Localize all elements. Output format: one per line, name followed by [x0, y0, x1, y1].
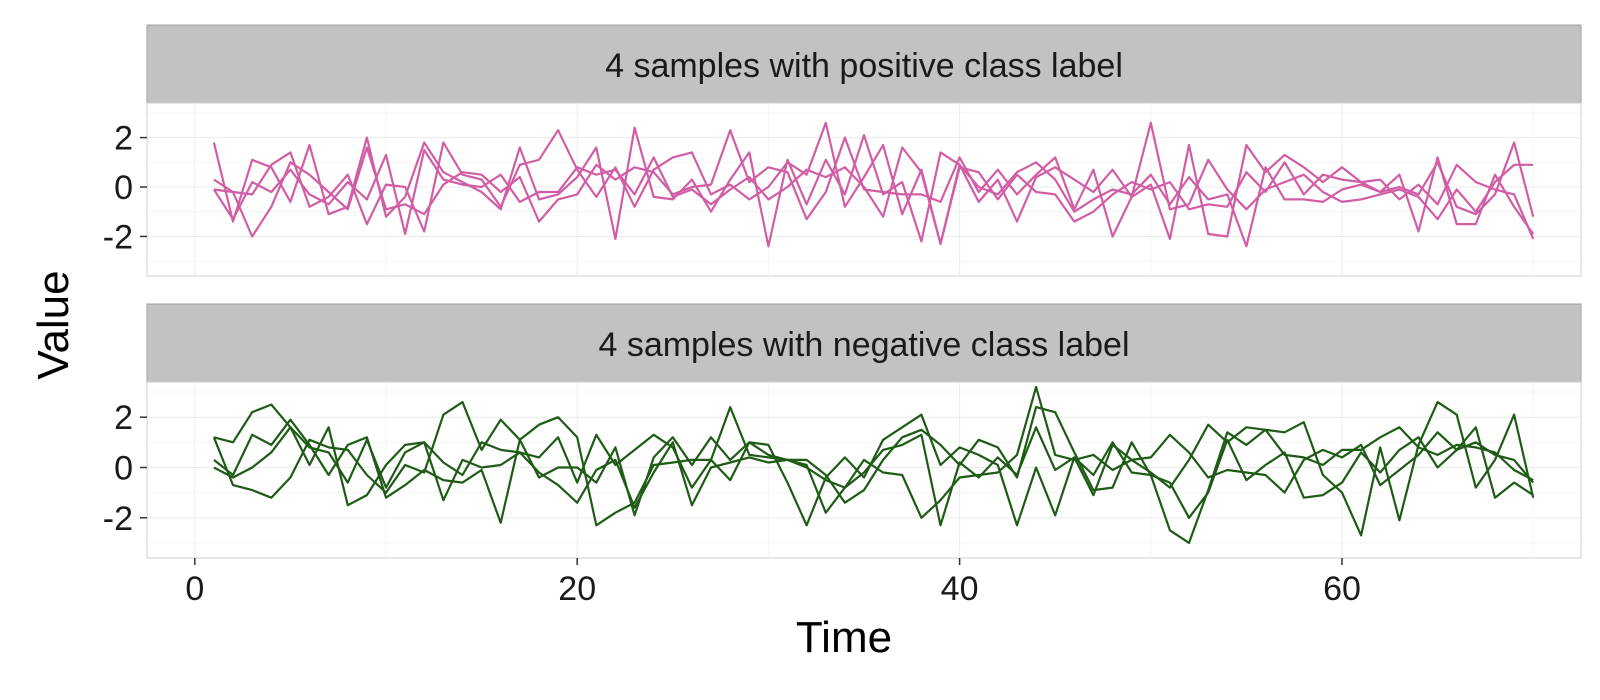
y-tick-label: 0 — [114, 449, 133, 487]
x-tick-label: 20 — [558, 570, 596, 608]
x-axis-ticks: 0 20 40 60 — [185, 558, 1361, 608]
series-line-4 — [212, 401, 1535, 519]
panel-strip — [146, 303, 1582, 383]
panel-title: 4 samples with positive class label — [605, 47, 1123, 85]
series-lines — [212, 121, 1535, 248]
series-lines — [212, 385, 1535, 545]
panel-positive: 4 samples with positive class label -2 0 2 — [103, 24, 1582, 277]
series-line-4 — [213, 121, 1534, 238]
y-axis-ticks: -2 0 2 — [103, 399, 147, 538]
panel-negative: 4 samples with negative class label -2 0 2 — [103, 303, 1582, 559]
series-line-3 — [213, 385, 1534, 519]
x-tick-label: 40 — [941, 570, 979, 608]
x-tick-label: 0 — [185, 570, 204, 608]
y-axis-title: Value — [29, 270, 78, 379]
panel-title: 4 samples with negative class label — [598, 326, 1129, 364]
y-tick-label: 0 — [114, 169, 133, 207]
series-line-2 — [213, 406, 1534, 527]
y-axis-ticks: -2 0 2 — [103, 120, 147, 256]
series-line-1 — [213, 401, 1535, 545]
x-axis-title: Time — [796, 613, 892, 662]
y-tick-label: 2 — [114, 399, 133, 437]
y-tick-label: 2 — [114, 120, 133, 158]
series-line-3 — [212, 141, 1535, 248]
y-tick-label: -2 — [103, 218, 133, 256]
panel-strip — [146, 24, 1582, 104]
series-line-1 — [212, 126, 1535, 248]
x-tick-label: 60 — [1323, 570, 1361, 608]
y-tick-label: -2 — [103, 500, 133, 538]
